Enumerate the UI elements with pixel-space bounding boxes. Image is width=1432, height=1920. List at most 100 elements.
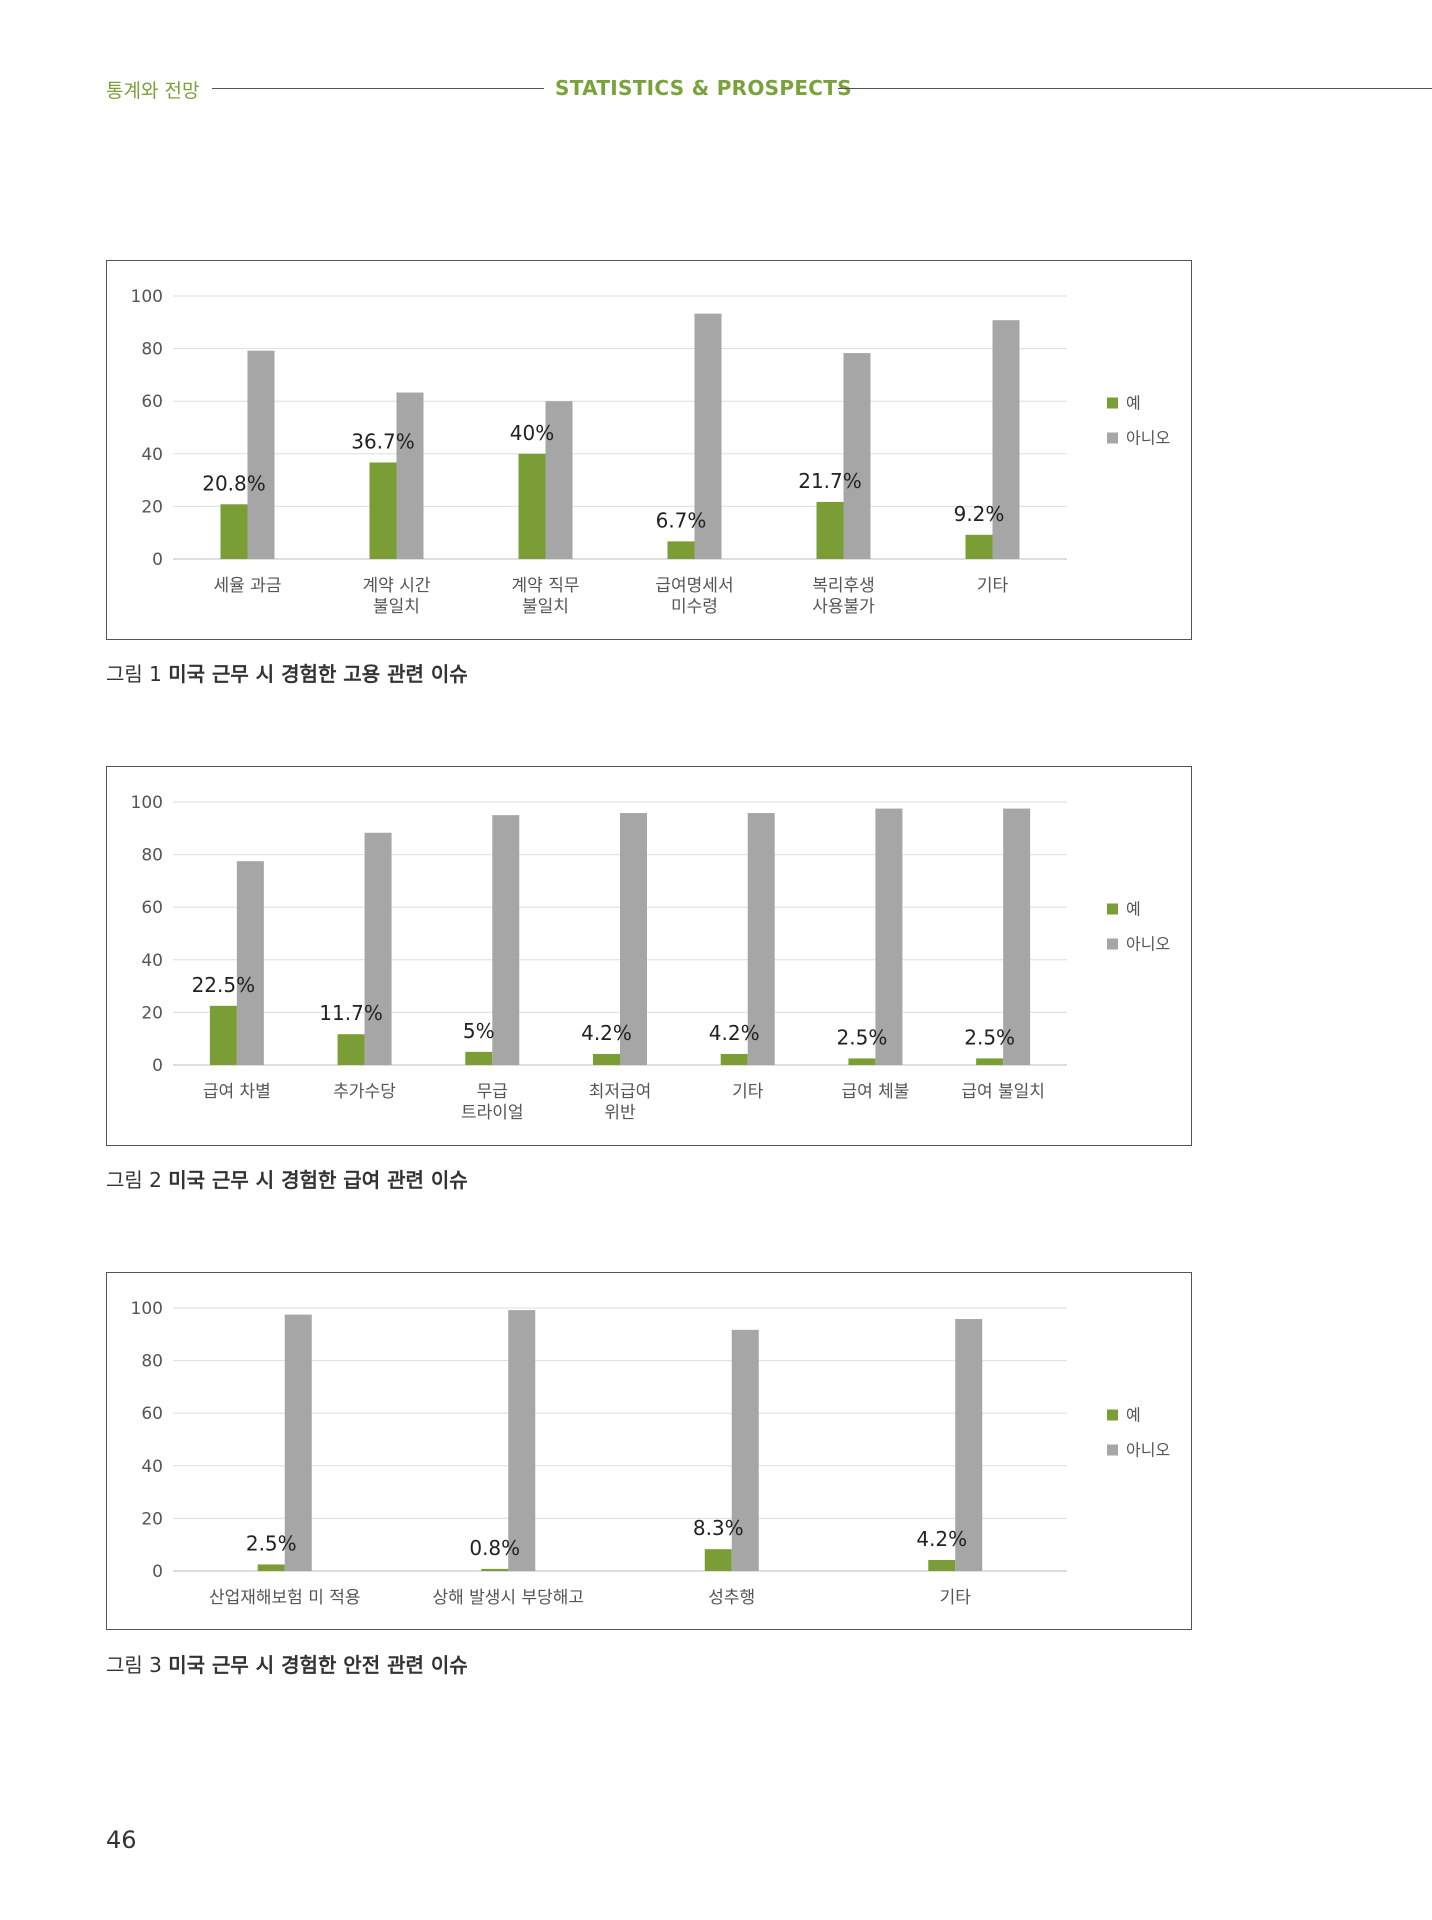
category-label: 산업재해보험 미 적용: [209, 1588, 361, 1608]
bar-yes: [518, 453, 546, 559]
bar-no: [875, 808, 903, 1065]
legend-swatch: [1107, 938, 1118, 950]
chart-figure-2: 0 20 40 60 80 100 22.5% 급여 차별 11.7% 추가수당 5% 무급 트라이얼 4…: [106, 766, 1192, 1146]
bar-no: [620, 813, 647, 1065]
category-label: 트라이얼: [461, 1103, 524, 1123]
legend-label: 예: [1126, 1406, 1141, 1425]
bar-yes: [928, 1559, 956, 1571]
category-label: 계약 시간: [363, 576, 431, 596]
legend-label: 아니오: [1126, 1441, 1170, 1460]
figure-2-caption: 그림 2 미국 근무 시 경험한 급여 관련 이슈: [106, 1164, 468, 1193]
data-label: 11.7%: [319, 1001, 383, 1025]
bar-yes: [720, 1053, 748, 1065]
y-tick-label: 20: [141, 497, 163, 517]
bar-no: [545, 401, 573, 559]
bar-no: [247, 350, 275, 559]
data-label: 6.7%: [656, 508, 707, 532]
category-label: 급여 불일치: [961, 1082, 1045, 1102]
y-tick-label: 80: [141, 846, 163, 866]
legend-label: 예: [1126, 394, 1141, 413]
bar-yes: [976, 1058, 1004, 1065]
legend-swatch: [1107, 432, 1118, 444]
data-label: 2.5%: [964, 1025, 1015, 1049]
y-tick-label: 80: [141, 340, 163, 360]
category-label: 세율 과금: [214, 576, 282, 596]
y-tick-label: 40: [141, 951, 163, 971]
bar-yes: [369, 462, 397, 559]
bar-yes: [667, 541, 695, 559]
figure-1-title: 미국 근무 시 경험한 고용 관련 이슈: [168, 662, 468, 686]
bar-yes: [704, 1549, 732, 1571]
bar-yes: [848, 1058, 876, 1065]
category-label: 불일치: [522, 597, 569, 617]
category-label: 무급: [477, 1082, 508, 1102]
legend-label: 예: [1126, 900, 1141, 919]
bar-no: [747, 813, 775, 1065]
y-tick-label: 60: [141, 1404, 163, 1424]
figure-2-number: 그림 2: [106, 1168, 162, 1192]
figure-2-title: 미국 근무 시 경험한 급여 관련 이슈: [168, 1168, 468, 1192]
bar-no: [364, 832, 392, 1065]
bar-no: [955, 1319, 983, 1571]
legend-swatch: [1107, 397, 1118, 409]
category-label: 계약 직무: [512, 576, 580, 596]
figure-3-number: 그림 3: [106, 1653, 162, 1677]
category-label: 불일치: [373, 597, 420, 617]
bar-yes: [220, 504, 248, 559]
bar-no: [492, 815, 520, 1065]
y-tick-label: 60: [141, 392, 163, 412]
bar-yes: [337, 1034, 365, 1065]
data-label: 21.7%: [798, 469, 862, 493]
data-label: 4.2%: [581, 1021, 632, 1045]
category-label: 위반: [604, 1103, 636, 1123]
header-rule-right: [838, 88, 1432, 89]
data-label: 4.2%: [916, 1527, 967, 1551]
data-label: 5%: [463, 1019, 495, 1043]
figure-1-number: 그림 1: [106, 662, 162, 686]
category-label: 복리후생: [812, 576, 875, 596]
legend-label: 아니오: [1126, 935, 1170, 954]
category-label: 기타: [940, 1588, 972, 1608]
data-label: 2.5%: [246, 1531, 297, 1555]
y-tick-label: 100: [131, 287, 163, 307]
page-header: 통계와 전망 STATISTICS & PROSPECTS: [0, 72, 1432, 104]
category-label: 기타: [977, 576, 1009, 596]
category-label: 사용불가: [812, 597, 875, 617]
y-tick-label: 0: [152, 550, 163, 570]
bar-yes: [209, 1005, 237, 1065]
data-label: 4.2%: [709, 1021, 760, 1045]
bar-yes: [465, 1051, 493, 1065]
category-label: 급여 체불: [841, 1082, 909, 1102]
data-label: 36.7%: [351, 429, 415, 453]
category-label: 기타: [732, 1082, 764, 1102]
bar-no: [992, 320, 1020, 559]
category-label: 상해 발생시 부당해고: [432, 1588, 584, 1608]
category-label: 성추행: [708, 1588, 755, 1608]
bar-no: [508, 1310, 536, 1571]
y-tick-label: 60: [141, 898, 163, 918]
figure-3-caption: 그림 3 미국 근무 시 경험한 안전 관련 이슈: [106, 1649, 468, 1678]
data-label: 22.5%: [192, 973, 256, 997]
bar-no: [694, 313, 722, 559]
category-label: 추가수당: [333, 1082, 396, 1102]
bar-yes: [257, 1564, 285, 1571]
data-label: 8.3%: [693, 1516, 744, 1540]
bar-chart-safety-issues: 0 20 40 60 80 100 2.5% 산업재해보험 미 적용 0.8% 상해 발생시 부당…: [131, 1299, 1171, 1608]
category-label: 미수령: [671, 597, 718, 617]
chart-figure-1: 0 20 40 60 80 100 20.8% 세율 과금 36.7% 계약 시간 불일치 40% 계약…: [106, 260, 1192, 640]
bar-yes: [593, 1053, 620, 1065]
bar-yes: [965, 534, 993, 559]
legend-label: 아니오: [1126, 429, 1170, 448]
bar-no: [396, 392, 424, 559]
data-label: 40%: [510, 421, 554, 445]
header-rule-left: [212, 88, 544, 89]
data-label: 9.2%: [954, 502, 1005, 526]
y-tick-label: 0: [152, 1056, 163, 1076]
bar-yes: [816, 501, 844, 559]
y-tick-label: 0: [152, 1562, 163, 1582]
category-label: 최저급여: [589, 1082, 652, 1102]
section-title-english: STATISTICS & PROSPECTS: [555, 76, 852, 100]
legend-swatch: [1107, 1409, 1118, 1421]
data-label: 2.5%: [837, 1025, 888, 1049]
